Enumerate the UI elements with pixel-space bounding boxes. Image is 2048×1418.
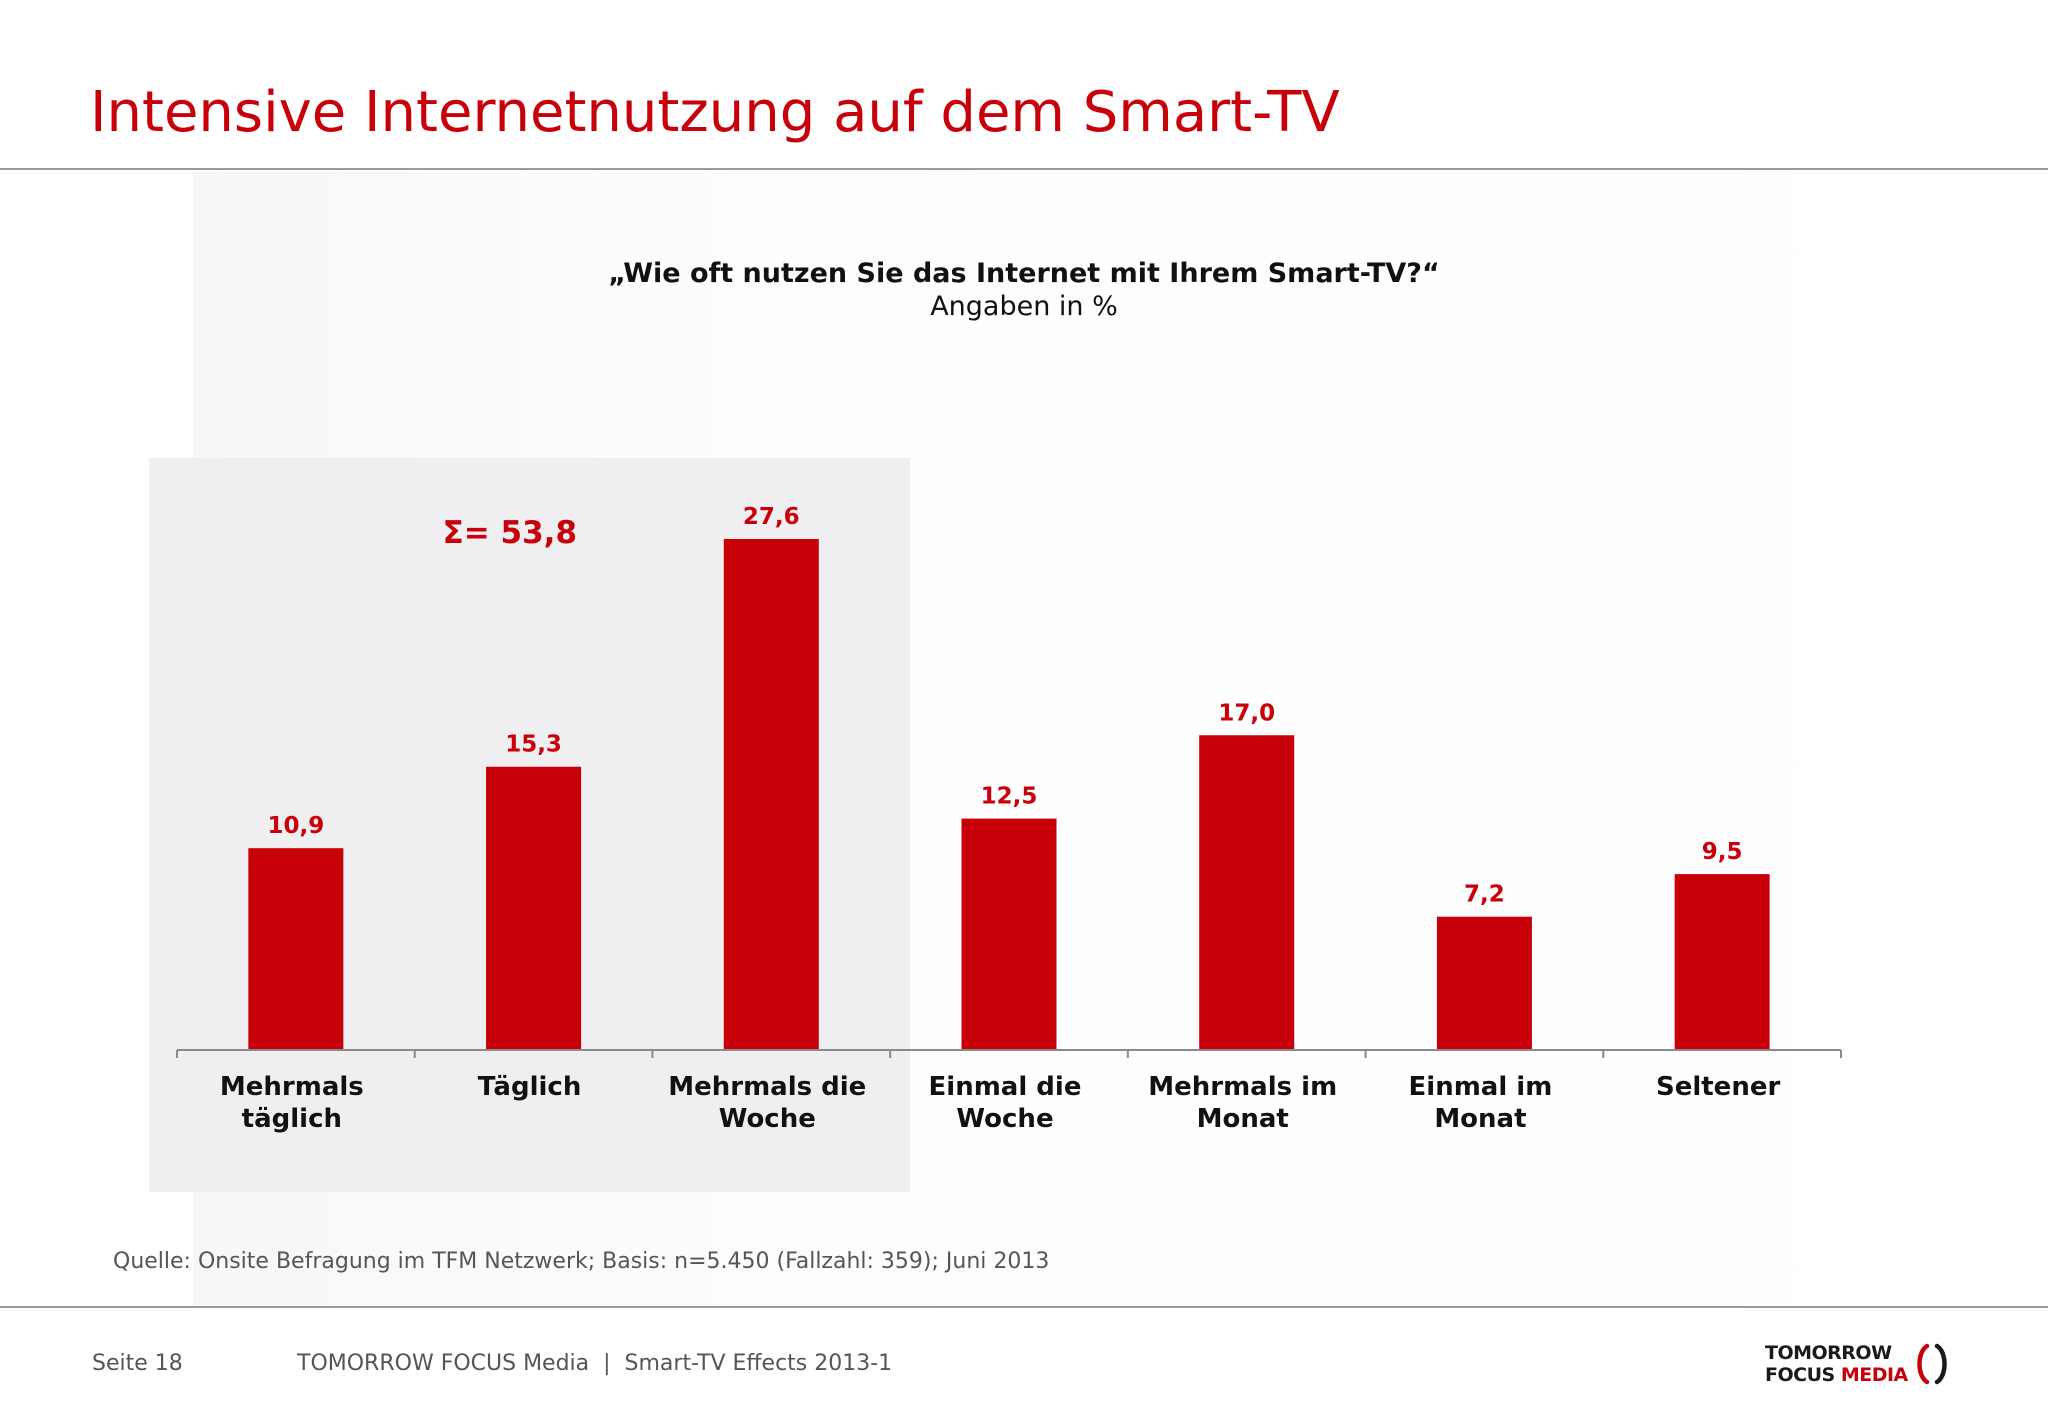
bar — [1436, 916, 1532, 1050]
bar-chart: Σ= 53,8 10,9 Mehrmals täglich 15,3 Täglich 27,… — [149, 458, 1842, 1192]
data-label: 17,0 — [1218, 700, 1275, 726]
bar — [1199, 735, 1295, 1050]
data-label: 12,5 — [981, 784, 1038, 810]
category-label: Einmal im Monat — [1409, 1072, 1553, 1134]
source-note: Quelle: Onsite Befragung im TFM Netzwerk… — [113, 1249, 1050, 1274]
footer-document-title: TOMORROW FOCUS Media | Smart-TV Effects … — [297, 1351, 893, 1376]
category-label: Mehrmals täglich — [220, 1072, 364, 1134]
data-label: 7,2 — [1464, 882, 1505, 908]
bar — [961, 818, 1057, 1050]
data-label: 27,6 — [743, 504, 800, 530]
logo-media: MEDIA — [1840, 1364, 1908, 1386]
category-label: Täglich — [478, 1072, 582, 1102]
top-divider — [0, 168, 2048, 170]
tomorrow-focus-media-logo: TOMORROW FOCUS MEDIA — [1765, 1340, 1965, 1390]
sum-label: Σ= 53,8 — [443, 515, 577, 551]
chart-subtitle: Angaben in % — [930, 291, 1118, 322]
bar — [1674, 874, 1770, 1050]
data-label: 15,3 — [505, 732, 562, 758]
logo-line-2: FOCUS MEDIA — [1765, 1364, 1908, 1386]
page-title: Intensive Internetnutzung auf dem Smart-… — [90, 80, 1340, 145]
data-label: 10,9 — [267, 813, 324, 839]
data-label: 9,5 — [1702, 839, 1743, 865]
bar — [486, 766, 582, 1050]
bottom-divider — [0, 1306, 2048, 1308]
bar — [723, 539, 819, 1050]
page-number: Seite 18 — [92, 1351, 183, 1376]
category-label: Mehrmals die Woche — [668, 1072, 866, 1134]
logo-focus: FOCUS — [1765, 1364, 1841, 1386]
category-label: Mehrmals im Monat — [1148, 1072, 1337, 1134]
category-label: Seltener — [1656, 1072, 1780, 1102]
logo-bracket-icon — [1917, 1343, 1947, 1385]
category-label: Einmal die Woche — [929, 1072, 1082, 1134]
bar — [248, 848, 344, 1050]
chart-question: „Wie oft nutzen Sie das Internet mit Ihr… — [608, 258, 1440, 289]
logo-line-1: TOMORROW — [1765, 1342, 1892, 1364]
